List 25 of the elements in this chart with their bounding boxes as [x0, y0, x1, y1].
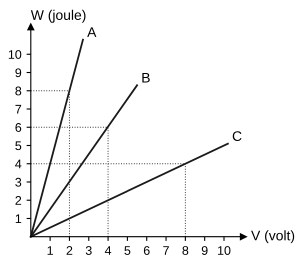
x-tick-label: 1 — [48, 246, 53, 255]
x-tick-label: 9 — [202, 246, 208, 255]
series-label: A — [87, 27, 96, 37]
y-tick-label: 8 — [15, 86, 22, 96]
x-tick-label: 8 — [182, 246, 188, 255]
y-tick-label: 2 — [15, 196, 22, 205]
x-tick-label: 4 — [104, 246, 112, 255]
x-tick-label: 3 — [86, 246, 92, 255]
series-label: B — [142, 72, 150, 83]
x-tick-label: 10 — [218, 246, 230, 255]
y-tick-label: 7 — [15, 104, 22, 114]
x-tick-label: 7 — [163, 246, 169, 255]
y-tick-label: 9 — [15, 68, 22, 78]
x-tick-label: 2 — [66, 246, 72, 255]
y-tick-label: 5 — [15, 141, 22, 150]
y-axis-title: W (joule) — [30, 10, 86, 23]
x-tick-label: 5 — [124, 246, 130, 255]
y-tick-label: 6 — [15, 123, 22, 132]
y-tick-label: 4 — [15, 160, 22, 168]
y-tick-label: 1 — [16, 214, 22, 224]
y-tick-label: 3 — [15, 178, 22, 187]
x-axis-title: V (volt) — [251, 230, 294, 244]
y-tick-label: 10 — [8, 50, 22, 59]
x-tick-label: 6 — [144, 246, 150, 255]
series-label: C — [232, 131, 242, 142]
